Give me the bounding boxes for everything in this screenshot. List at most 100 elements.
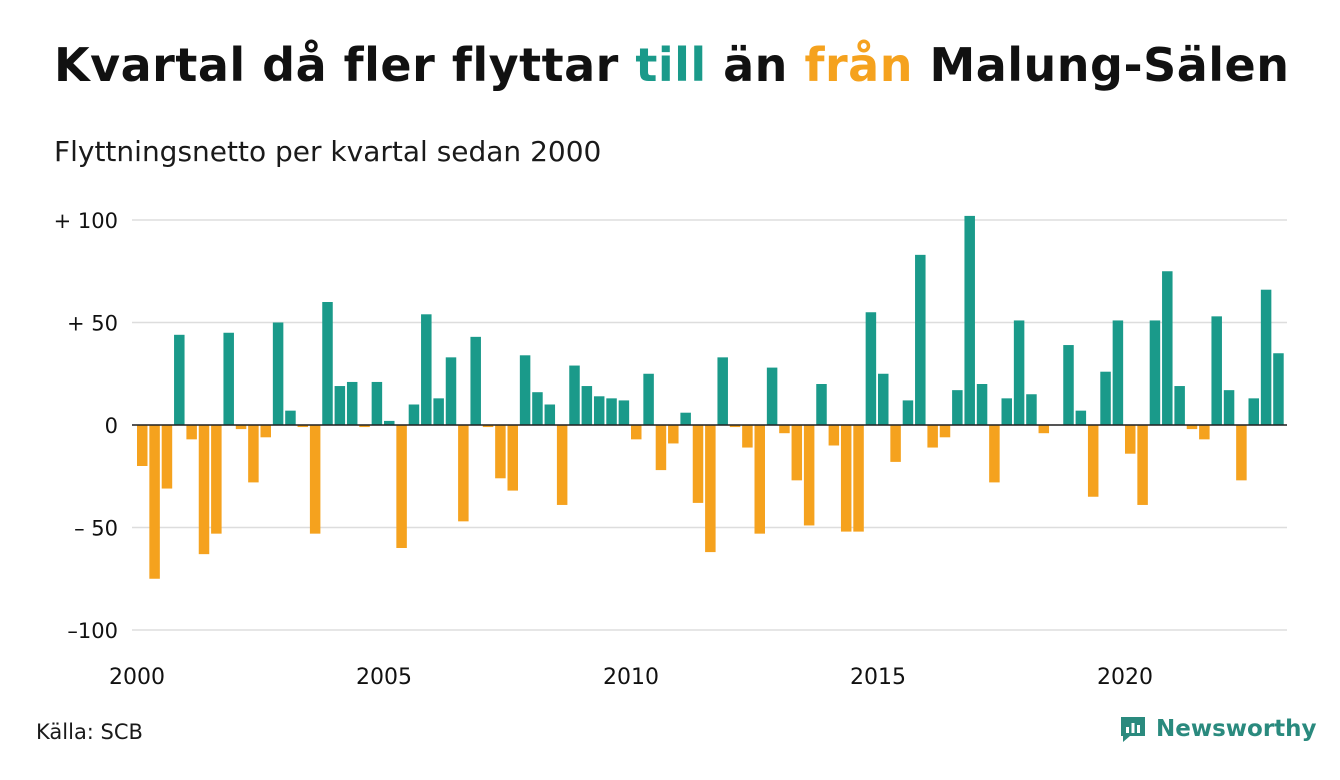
bar: 2022 Q1: 17 bbox=[1223, 390, 1235, 425]
bar-chart-speech-bubble-icon bbox=[1121, 717, 1145, 742]
bar: 2011 Q4: 33 bbox=[717, 357, 728, 425]
bar: 2014 Q4: 55 bbox=[865, 312, 877, 425]
bar: 2014 Q3: -52 bbox=[853, 425, 864, 532]
bar: 2003 Q3: -53 bbox=[309, 425, 321, 534]
bar: 2005 Q1: 2 bbox=[384, 420, 395, 425]
chart-title: Kvartal då fler flyttar till än från Mal… bbox=[54, 38, 1289, 92]
y-tick-label: + 100 bbox=[54, 209, 118, 233]
bar: 2016 Q3: 17 bbox=[952, 390, 963, 425]
bar: 2006 Q2: 33 bbox=[445, 357, 457, 425]
bar: 2000 Q3: -31 bbox=[161, 425, 173, 489]
bar: 2012 Q1: -1 bbox=[729, 425, 741, 428]
bar: 2012 Q2: -11 bbox=[742, 425, 753, 448]
bar: 2005 Q4: 54 bbox=[421, 314, 432, 425]
bar: 2012 Q3: -53 bbox=[754, 425, 765, 534]
bar: 2001 Q1: -7 bbox=[186, 425, 197, 440]
bar: 2022 Q3: 13 bbox=[1248, 398, 1259, 425]
bar: 2004 Q4: 21 bbox=[371, 381, 383, 425]
bar: 2020 Q4: 75 bbox=[1162, 271, 1173, 425]
bar: 2011 Q3: -62 bbox=[705, 425, 716, 553]
title-part-1: Kvartal då fler flyttar bbox=[54, 38, 636, 92]
bar: 2016 Q4: 102 bbox=[964, 215, 975, 425]
bar-chart: + 100 + 50 0 – 50 –100 2000 Q1: -202000 Q2: … bbox=[54, 209, 1287, 690]
bar: 2013 Q2: -27 bbox=[791, 425, 803, 481]
brand-name: Newsworthy bbox=[1156, 716, 1317, 742]
bar: 2021 Q4: 53 bbox=[1211, 316, 1222, 425]
bar: 2017 Q4: 51 bbox=[1013, 320, 1025, 425]
bar: 2008 Q4: 29 bbox=[569, 365, 580, 425]
y-tick-label: – 50 bbox=[74, 517, 118, 541]
bar: 2001 Q3: -53 bbox=[211, 425, 222, 534]
bar: 2018 Q1: 15 bbox=[1026, 394, 1037, 425]
bar: 2019 Q2: -35 bbox=[1087, 425, 1099, 497]
bar: 2005 Q3: 10 bbox=[408, 404, 420, 425]
bar: 2009 Q3: 13 bbox=[606, 398, 617, 425]
x-axis-labels: 2000 2005 2010 2015 2020 bbox=[109, 665, 1153, 690]
bar: 2020 Q3: 51 bbox=[1149, 320, 1161, 425]
x-tick-label: 2005 bbox=[356, 665, 412, 690]
bar: 2018 Q2: -4 bbox=[1038, 425, 1050, 434]
y-tick-label: + 50 bbox=[67, 312, 118, 336]
bar: 2004 Q1: 19 bbox=[334, 386, 346, 425]
bar: 2022 Q2: -27 bbox=[1236, 425, 1247, 481]
bar: 2015 Q2: -18 bbox=[890, 425, 901, 462]
bar: 2021 Q1: 19 bbox=[1174, 386, 1185, 425]
bar: 2003 Q1: 7 bbox=[285, 410, 296, 425]
bar: 2011 Q1: 6 bbox=[680, 412, 691, 425]
bar: 2015 Q1: 25 bbox=[878, 373, 889, 425]
bar: 2004 Q3: -1 bbox=[359, 425, 370, 428]
x-tick-label: 2010 bbox=[603, 665, 659, 690]
bar: 2010 Q3: -22 bbox=[655, 425, 667, 471]
bar: 2013 Q4: 20 bbox=[816, 384, 827, 425]
bar: 2013 Q3: -49 bbox=[803, 425, 815, 526]
bar: 2008 Q2: 10 bbox=[544, 404, 556, 425]
bar: 2001 Q4: 45 bbox=[223, 332, 234, 425]
bar: 2010 Q1: -7 bbox=[631, 425, 642, 440]
bar: 2012 Q4: 28 bbox=[766, 367, 778, 425]
bar: 2008 Q1: 16 bbox=[532, 392, 543, 425]
bar: 2006 Q4: 43 bbox=[470, 336, 481, 425]
bar: 2013 Q1: -4 bbox=[779, 425, 790, 434]
bar: 2000 Q2: -75 bbox=[149, 425, 160, 579]
bar: 2020 Q2: -39 bbox=[1137, 425, 1148, 505]
bar: 2002 Q3: -6 bbox=[260, 425, 271, 438]
bar: 2009 Q4: 12 bbox=[618, 400, 630, 425]
bar: 2021 Q3: -7 bbox=[1199, 425, 1210, 440]
bar: 2018 Q4: 39 bbox=[1063, 345, 1074, 425]
bar: 2000 Q1: -20 bbox=[137, 425, 148, 466]
bar: 2014 Q2: -52 bbox=[840, 425, 852, 532]
source-note: Källa: SCB bbox=[36, 720, 143, 744]
y-axis-labels: + 100 + 50 0 – 50 –100 bbox=[54, 209, 118, 643]
bar: 2020 Q1: -14 bbox=[1125, 425, 1136, 454]
y-tick-label: –100 bbox=[67, 619, 118, 643]
bar: 2010 Q4: -9 bbox=[668, 425, 679, 444]
x-tick-label: 2020 bbox=[1097, 665, 1153, 690]
bar: 2006 Q3: -47 bbox=[458, 425, 469, 522]
bar: 2022 Q4: 66 bbox=[1260, 289, 1272, 425]
title-word-till: till bbox=[635, 38, 707, 92]
bar: 2007 Q4: 34 bbox=[519, 355, 531, 425]
bar: 2009 Q2: 14 bbox=[593, 396, 605, 425]
bar: 2023 Q1: 35 bbox=[1273, 353, 1284, 425]
bar: 2010 Q2: 25 bbox=[643, 373, 654, 425]
bars: 2000 Q1: -202000 Q2: -752000 Q3: -312000… bbox=[137, 215, 1284, 579]
brand-logo[interactable]: Newsworthy bbox=[1118, 714, 1317, 744]
bar: 2021 Q2: -2 bbox=[1186, 425, 1198, 430]
bar: 2002 Q2: -28 bbox=[248, 425, 259, 483]
bar: 2016 Q2: -6 bbox=[939, 425, 951, 438]
x-tick-label: 2000 bbox=[109, 665, 165, 690]
bar: 2017 Q2: -28 bbox=[989, 425, 1000, 483]
title-part-3: Malung-Sälen bbox=[912, 38, 1290, 92]
title-part-2: än bbox=[706, 38, 805, 92]
bar: 2007 Q3: -32 bbox=[507, 425, 518, 491]
bar: 2015 Q4: 83 bbox=[915, 254, 926, 425]
chart-subtitle: Flyttningsnetto per kvartal sedan 2000 bbox=[54, 135, 602, 168]
bar: 2003 Q4: 60 bbox=[322, 302, 333, 425]
bar: 2009 Q1: 19 bbox=[581, 386, 593, 425]
bar: 2011 Q2: -38 bbox=[692, 425, 704, 503]
bar: 2007 Q2: -26 bbox=[495, 425, 506, 479]
bar: 2017 Q1: 20 bbox=[976, 384, 988, 425]
bar: 2006 Q1: 13 bbox=[433, 398, 444, 425]
bar: 2001 Q2: -63 bbox=[198, 425, 210, 555]
title-word-fran: från bbox=[804, 38, 913, 92]
